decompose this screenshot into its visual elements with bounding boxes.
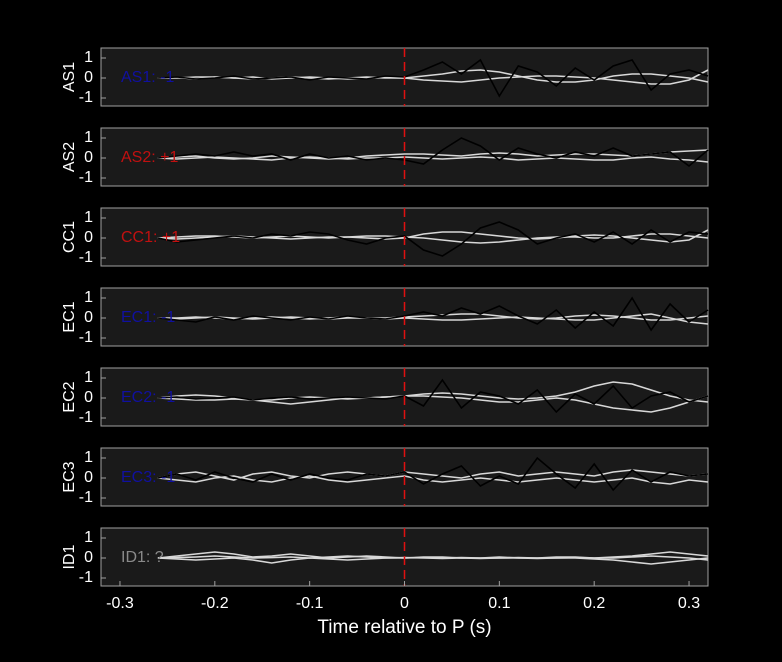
y-axis-label: ID1 (61, 544, 78, 569)
x-tick-label: -0.1 (296, 595, 324, 612)
trace (157, 475, 709, 485)
y-axis-label: EC1 (61, 301, 78, 332)
y-tick-label: -1 (79, 569, 93, 586)
y-tick-label: -1 (79, 89, 93, 106)
trace (157, 296, 709, 332)
trace (157, 137, 709, 168)
trace (157, 469, 709, 481)
y-tick-label: 0 (84, 149, 93, 166)
y-tick-label: 1 (84, 49, 93, 66)
y-axis-label: CC1 (61, 221, 78, 253)
annotation: AS2: +1 (121, 149, 178, 166)
x-tick-label: -0.3 (106, 595, 134, 612)
x-tick-label: 0.2 (583, 595, 605, 612)
annotation: EC1: -1 (121, 309, 175, 326)
trace (157, 378, 709, 414)
y-tick-label: 0 (84, 69, 93, 86)
annotation: CC1: +1 (121, 229, 180, 246)
x-axis-label: Time relative to P (s) (317, 617, 491, 638)
trace (157, 156, 709, 163)
annotation: ID1: ? (121, 549, 164, 566)
y-tick-label: -1 (79, 409, 93, 426)
y-tick-label: -1 (79, 489, 93, 506)
y-tick-label: -1 (79, 329, 93, 346)
y-tick-label: 0 (84, 229, 93, 246)
y-tick-label: 0 (84, 389, 93, 406)
trace (157, 69, 709, 85)
y-tick-label: 1 (84, 369, 93, 386)
y-tick-label: 0 (84, 549, 93, 566)
x-tick-label: 0.3 (678, 595, 700, 612)
y-tick-label: 1 (84, 209, 93, 226)
x-tick-label: 0 (400, 595, 409, 612)
trace (157, 456, 709, 492)
y-tick-label: 1 (84, 529, 93, 546)
y-axis-label: EC2 (61, 381, 78, 412)
y-tick-label: 0 (84, 309, 93, 326)
y-axis-label: AS2 (61, 142, 78, 172)
trace (157, 313, 709, 325)
y-tick-label: 0 (84, 469, 93, 486)
trace (157, 555, 709, 561)
y-tick-label: 1 (84, 449, 93, 466)
y-tick-label: -1 (79, 249, 93, 266)
trace (157, 221, 709, 257)
trace (157, 58, 709, 98)
trace (157, 229, 709, 243)
annotation: AS1: -1 (121, 69, 174, 86)
y-tick-label: 1 (84, 289, 93, 306)
y-axis-label: AS1 (61, 62, 78, 92)
x-tick-label: 0.1 (488, 595, 510, 612)
annotation: EC2: -1 (121, 389, 175, 406)
y-tick-label: 1 (84, 129, 93, 146)
annotation: EC3: -1 (121, 469, 175, 486)
x-tick-label: -0.2 (201, 595, 229, 612)
y-tick-label: -1 (79, 169, 93, 186)
y-axis-label: EC3 (61, 461, 78, 492)
